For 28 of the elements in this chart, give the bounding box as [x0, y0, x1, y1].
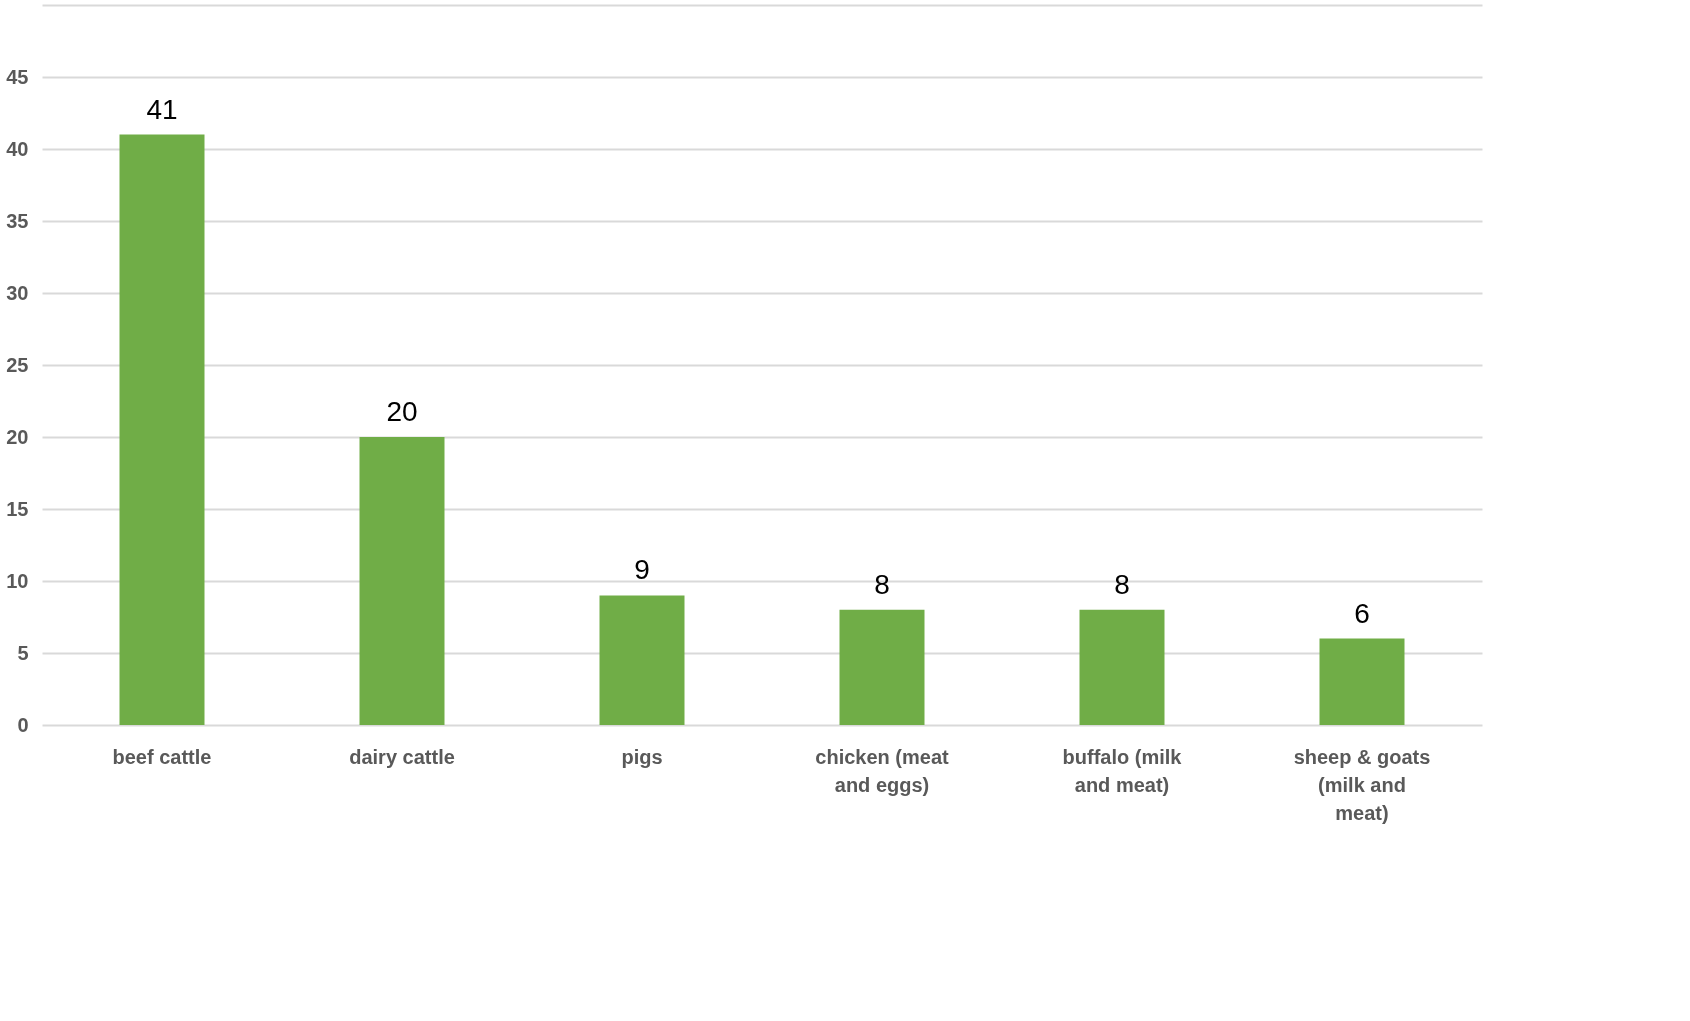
y-tick-label: 40 [6, 137, 29, 160]
y-tick-label: 25 [6, 353, 29, 376]
y-tick-label: 10 [6, 569, 29, 592]
y-tick-label: 35 [6, 209, 29, 232]
data-label: 9 [634, 554, 650, 586]
data-label: 20 [386, 396, 418, 427]
data-label: 6 [1354, 597, 1370, 629]
x-tick-label: beef cattle [112, 745, 212, 768]
y-tick-label: 5 [17, 641, 29, 664]
y-tick-label: 30 [6, 281, 29, 304]
x-tick-label: sheep & goats (milk and meat) [1293, 745, 1431, 824]
x-tick-label: chicken (meat and eggs) [815, 745, 950, 796]
y-tick-label: 45 [6, 65, 29, 88]
data-label: 8 [1114, 568, 1130, 600]
y-tick-label: 20 [6, 425, 29, 448]
bar [1079, 609, 1165, 725]
x-tick-label: dairy cattle [349, 745, 455, 768]
bar [1319, 638, 1405, 725]
y-tick-label: 15 [6, 497, 29, 520]
x-tick-label: pigs [621, 745, 663, 768]
bar [119, 134, 205, 725]
x-tick-label: buffalo (milk and meat) [1062, 745, 1183, 796]
y-tick-label: 0 [17, 713, 29, 736]
data-label: 41 [146, 93, 178, 125]
data-label: 8 [874, 568, 890, 600]
bar [359, 437, 445, 725]
bar [839, 609, 925, 725]
bar [599, 595, 685, 725]
